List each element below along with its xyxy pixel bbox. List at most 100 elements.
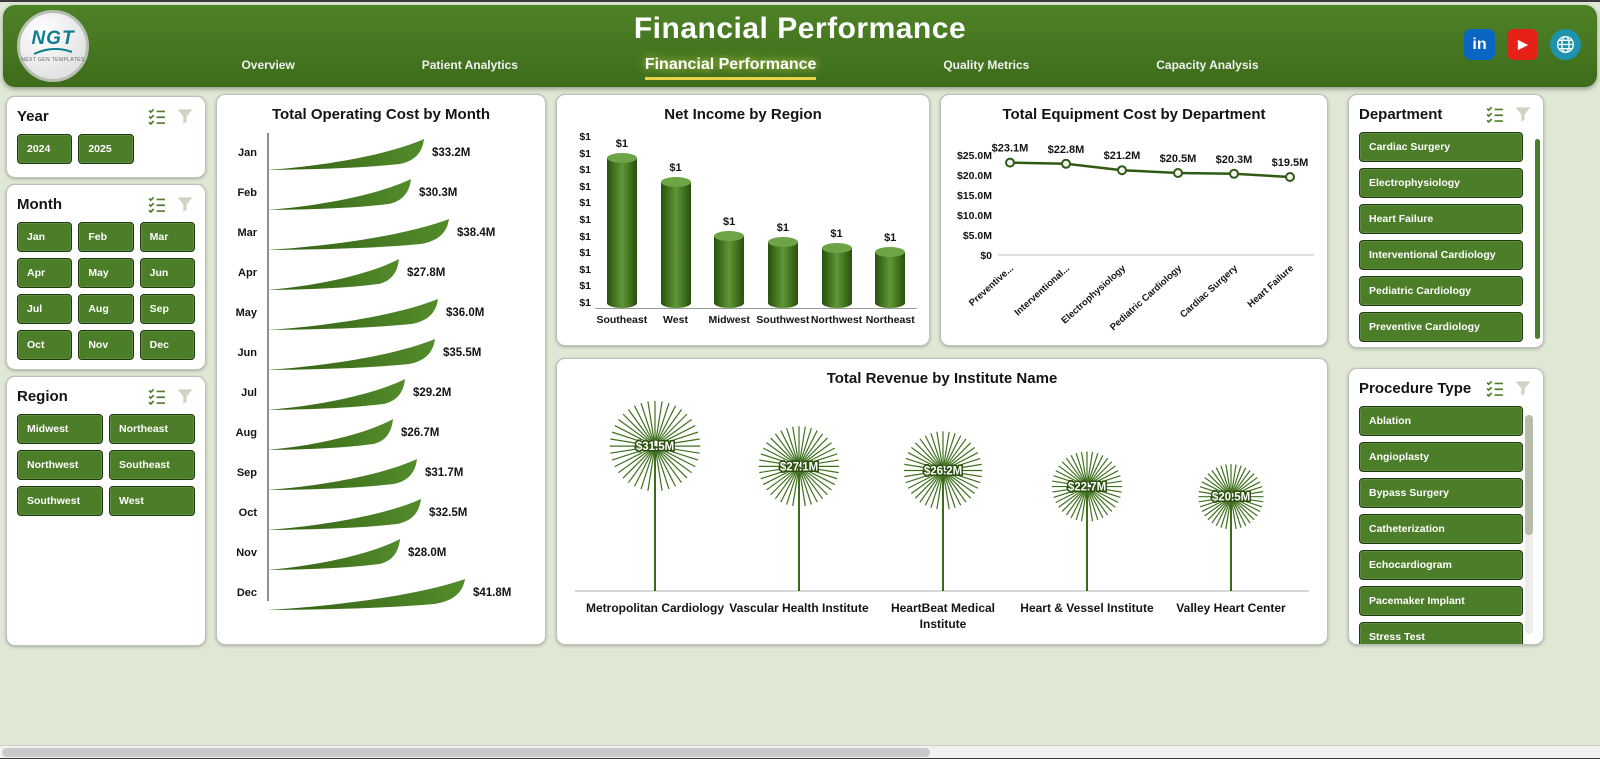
- op-leaf-bar[interactable]: [267, 576, 465, 610]
- x-axis-label: Northeast: [865, 314, 915, 326]
- filter-option-heart-failure[interactable]: Heart Failure: [1359, 204, 1523, 234]
- filter-header-icons: [147, 386, 195, 406]
- data-point[interactable]: [1285, 172, 1295, 182]
- tab-overview[interactable]: Overview: [241, 58, 295, 72]
- filter-option-apr[interactable]: Apr: [17, 258, 73, 288]
- horizontal-scrollbar-thumb[interactable]: [2, 748, 930, 757]
- dandelion-chart-svg: $31.5M Metropolitan Cardiology $27.1M Vascu…: [575, 400, 1309, 631]
- filter-option-angioplasty[interactable]: Angioplasty: [1359, 442, 1523, 472]
- op-leaf-bar[interactable]: [267, 496, 421, 530]
- cylinder-bar[interactable]: [714, 231, 745, 308]
- data-label: $20.3M: [1216, 154, 1253, 166]
- filter-funnel-icon[interactable]: [175, 194, 195, 214]
- procedure-scrollbar-track[interactable]: [1525, 415, 1533, 634]
- filter-option-jul[interactable]: Jul: [17, 294, 73, 324]
- filter-option-feb[interactable]: Feb: [78, 222, 134, 252]
- cylinder-bar[interactable]: [606, 153, 637, 308]
- filter-funnel-icon[interactable]: [1513, 378, 1533, 398]
- procedure-type-filter-card: Procedure Type Ablation Angioplasty Bypass …: [1348, 368, 1544, 645]
- filter-option-west[interactable]: West: [109, 486, 195, 516]
- x-axis-label: Heart & Vessel Institute: [1020, 601, 1154, 615]
- filter-funnel-icon[interactable]: [175, 386, 195, 406]
- youtube-icon[interactable]: [1507, 29, 1538, 60]
- filter-option-mar[interactable]: Mar: [139, 222, 195, 252]
- filter-option-may[interactable]: May: [78, 258, 134, 288]
- dandelion-flower[interactable]: [903, 431, 983, 510]
- tab-quality-metrics[interactable]: Quality Metrics: [943, 58, 1030, 72]
- filter-option-aug[interactable]: Aug: [78, 294, 134, 324]
- cylinder-bar[interactable]: [767, 237, 798, 308]
- cylinder-bar[interactable]: [821, 243, 852, 308]
- filter-option-jan[interactable]: Jan: [17, 222, 73, 252]
- department-scrollbar[interactable]: [1535, 139, 1540, 339]
- filter-option-cardiac-surgery[interactable]: Cardiac Surgery: [1359, 132, 1523, 162]
- filter-option-dec[interactable]: Dec: [139, 330, 195, 360]
- x-axis-label: Northwest: [810, 314, 863, 326]
- cylinder-bar[interactable]: [660, 177, 691, 308]
- website-icon[interactable]: [1550, 29, 1581, 60]
- filter-option-bypass-surgery[interactable]: Bypass Surgery: [1359, 478, 1523, 508]
- op-leaf-bar[interactable]: [267, 216, 449, 250]
- op-leaf-bar[interactable]: [267, 256, 399, 290]
- filter-option-2024[interactable]: 2024: [17, 134, 73, 164]
- filter-option-pacemaker-implant[interactable]: Pacemaker Implant: [1359, 586, 1523, 616]
- filter-option-stress-test[interactable]: Stress Test: [1359, 622, 1523, 644]
- chart-title: Total Revenue by Institute Name: [826, 370, 1058, 387]
- filter-option-sep[interactable]: Sep: [139, 294, 195, 324]
- op-leaf-bar[interactable]: [267, 336, 435, 370]
- x-axis-label: Valley Heart Center: [1176, 601, 1286, 615]
- tab-financial-performance[interactable]: Financial Performance: [644, 56, 817, 80]
- filter-option-catheterization[interactable]: Catheterization: [1359, 514, 1523, 544]
- horizontal-scrollbar[interactable]: [0, 745, 1600, 758]
- filter-funnel-icon[interactable]: [1513, 104, 1533, 124]
- filter-option-electrophysiology[interactable]: Electrophysiology: [1359, 168, 1523, 198]
- data-point[interactable]: [1005, 157, 1015, 168]
- filter-option-preventive-cardiology[interactable]: Preventive Cardiology: [1359, 312, 1523, 342]
- ngt-logo[interactable]: NGT NEXT GEN TEMPLATES: [17, 10, 89, 82]
- select-all-icon[interactable]: [147, 106, 167, 126]
- data-point[interactable]: [1173, 168, 1183, 178]
- op-leaf-bar[interactable]: [267, 136, 424, 170]
- dandelion-flower[interactable]: [1051, 451, 1123, 522]
- procedure-scrollbar-thumb[interactable]: [1525, 415, 1533, 536]
- select-all-icon[interactable]: [147, 194, 167, 214]
- filter-option-northwest[interactable]: Northwest: [17, 450, 103, 480]
- filter-option-pediatric-cardiology[interactable]: Pediatric Cardiology: [1359, 276, 1523, 306]
- op-bar-row: Jul $29.2M: [225, 373, 537, 413]
- dandelion-flower[interactable]: [758, 426, 840, 507]
- op-leaf-bar[interactable]: [267, 176, 411, 210]
- filter-option-southwest[interactable]: Southwest: [17, 486, 103, 516]
- filter-option-oct[interactable]: Oct: [17, 330, 73, 360]
- data-point[interactable]: [1061, 158, 1071, 169]
- x-axis-label: Southwest: [756, 314, 810, 326]
- filter-option-echocardiogram[interactable]: Echocardiogram: [1359, 550, 1523, 580]
- op-leaf-bar[interactable]: [267, 536, 400, 570]
- filter-funnel-icon[interactable]: [175, 106, 195, 126]
- dandelion-flower[interactable]: [1198, 464, 1264, 530]
- filter-option-southeast[interactable]: Southeast: [109, 450, 195, 480]
- op-leaf-bar[interactable]: [267, 416, 393, 450]
- filter-option-nov[interactable]: Nov: [78, 330, 134, 360]
- filter-option-interventional-cardiology[interactable]: Interventional Cardiology: [1359, 240, 1523, 270]
- op-leaf-bar[interactable]: [267, 376, 405, 410]
- x-axis-label: West: [663, 314, 688, 326]
- filter-option-jun[interactable]: Jun: [139, 258, 195, 288]
- cylinder-bar[interactable]: [875, 247, 906, 308]
- x-axis-label: Midwest: [708, 314, 750, 326]
- tab-capacity-analysis[interactable]: Capacity Analysis: [1156, 58, 1259, 72]
- filter-option-northeast[interactable]: Northeast: [109, 414, 195, 444]
- filter-option-ablation[interactable]: Ablation: [1359, 406, 1523, 436]
- filter-option-midwest[interactable]: Midwest: [17, 414, 103, 444]
- select-all-icon[interactable]: [147, 386, 167, 406]
- chart-title: Net Income by Region: [664, 106, 822, 123]
- filter-option-2025[interactable]: 2025: [78, 134, 134, 164]
- op-leaf-bar[interactable]: [267, 456, 417, 490]
- data-point[interactable]: [1117, 165, 1127, 176]
- linkedin-icon[interactable]: in: [1464, 29, 1495, 60]
- select-all-icon[interactable]: [1485, 378, 1505, 398]
- select-all-icon[interactable]: [1485, 104, 1505, 124]
- op-leaf-bar[interactable]: [267, 296, 438, 330]
- tab-patient-analytics[interactable]: Patient Analytics: [421, 58, 518, 72]
- dandelion-flower[interactable]: [609, 400, 701, 492]
- data-point[interactable]: [1229, 168, 1239, 179]
